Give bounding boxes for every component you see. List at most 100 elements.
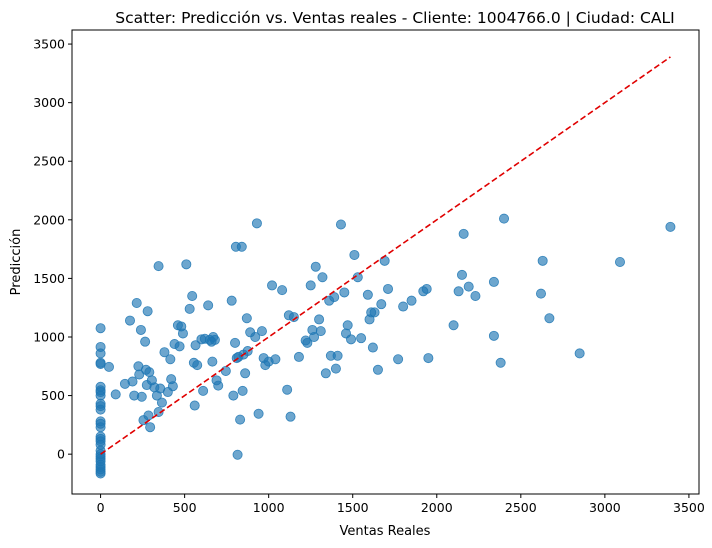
scatter-point	[230, 337, 241, 348]
y-tick-label: 0	[57, 447, 65, 462]
scatter-point	[159, 347, 170, 358]
scatter-point	[335, 219, 346, 230]
scatter-point	[228, 390, 239, 401]
y-axis-label: Predicción	[9, 229, 24, 296]
y-tick-label: 2000	[33, 212, 65, 227]
scatter-point	[226, 295, 237, 306]
scatter-point	[232, 449, 243, 460]
scatter-point	[314, 314, 325, 325]
y-tick-label: 3500	[33, 37, 65, 52]
scatter-point	[124, 315, 135, 326]
scatter-point	[144, 367, 155, 378]
plot-area	[95, 56, 676, 479]
scatter-point	[317, 272, 328, 283]
scatter-point	[184, 303, 195, 314]
scatter-point	[142, 306, 153, 317]
x-tick-label: 1500	[337, 500, 369, 515]
x-axis-ticks: 0 500 1000 1500 2000 2500 3000 3500	[97, 494, 705, 515]
scatter-point	[488, 276, 499, 287]
scatter-point	[535, 288, 546, 299]
scatter-point	[356, 333, 367, 344]
scatter-point	[251, 218, 262, 229]
scatter-point	[456, 269, 467, 280]
scatter-point	[153, 406, 164, 417]
scatter-point	[288, 312, 299, 323]
y-tick-label: 1000	[33, 329, 65, 344]
scatter-point	[282, 384, 293, 395]
scatter-point	[220, 365, 231, 376]
scatter-point	[305, 280, 316, 291]
scatter-point	[240, 368, 251, 379]
scatter-point	[332, 350, 343, 361]
y-axis-ticks: 0 500 1000 1500 2000 2500 3000 3500	[33, 37, 72, 462]
y-tick-label: 1500	[33, 271, 65, 286]
y-tick-label: 2500	[33, 154, 65, 169]
scatter-point	[453, 286, 464, 297]
scatter-point	[95, 422, 106, 433]
scatter-point	[320, 368, 331, 379]
scatter-point	[448, 320, 459, 331]
scatter-point	[145, 422, 156, 433]
scatter-point	[421, 283, 432, 294]
scatter-point	[140, 336, 151, 347]
scatter-point	[136, 391, 147, 402]
scatter-point	[189, 400, 200, 411]
scatter-point	[192, 360, 203, 371]
scatter-point	[181, 259, 192, 270]
scatter-point	[174, 341, 185, 352]
scatter-point	[302, 337, 313, 348]
scatter-point	[665, 221, 676, 232]
scatter-point	[198, 385, 209, 396]
scatter-point	[309, 331, 320, 342]
x-tick-label: 2000	[421, 500, 453, 515]
scatter-point	[213, 380, 224, 391]
scatter-point	[143, 410, 154, 421]
x-axis-label: Ventas Reales	[340, 524, 431, 539]
scatter-point	[329, 292, 340, 303]
scatter-point	[349, 249, 360, 260]
scatter-point	[406, 295, 417, 306]
scatter-point	[369, 307, 380, 318]
scatter-point	[458, 228, 469, 239]
y-tick-label: 500	[41, 388, 65, 403]
x-tick-label: 0	[97, 500, 105, 515]
scatter-point	[134, 369, 145, 380]
scatter-point	[127, 376, 138, 387]
scatter-point	[499, 213, 510, 224]
scatter-point	[177, 328, 188, 339]
y-tick-label: 3000	[33, 95, 65, 110]
scatter-point	[398, 301, 409, 312]
scatter-point	[103, 361, 114, 372]
plot-frame	[71, 29, 700, 495]
reference-line	[100, 56, 671, 455]
scatter-point	[346, 334, 357, 345]
scatter-point	[209, 334, 220, 345]
scatter-point	[362, 289, 373, 300]
scatter-point	[339, 287, 350, 298]
scatter-point	[383, 283, 394, 294]
scatter-point	[423, 353, 434, 364]
scatter-point	[236, 241, 247, 252]
scatter-point	[253, 408, 264, 419]
scatter-point	[270, 354, 281, 365]
x-tick-label: 3000	[589, 500, 621, 515]
scatter-point	[293, 351, 304, 362]
scatter-point	[330, 363, 341, 374]
scatter-point	[277, 285, 288, 296]
scatter-point	[250, 331, 261, 342]
scatter-point	[285, 411, 296, 422]
scatter-point	[95, 323, 106, 334]
scatter-point	[241, 313, 252, 324]
scatter-point	[256, 326, 267, 337]
scatter-point	[463, 281, 474, 292]
scatter-point	[135, 324, 146, 335]
scatter-point	[574, 348, 585, 359]
scatter-point	[156, 397, 167, 408]
scatter-point	[367, 342, 378, 353]
scatter-point	[544, 313, 555, 324]
scatter-point	[153, 261, 164, 272]
scatter-point	[488, 330, 499, 341]
scatter-point	[187, 290, 198, 301]
scatter-point	[95, 358, 106, 369]
scatter-point	[95, 404, 106, 415]
